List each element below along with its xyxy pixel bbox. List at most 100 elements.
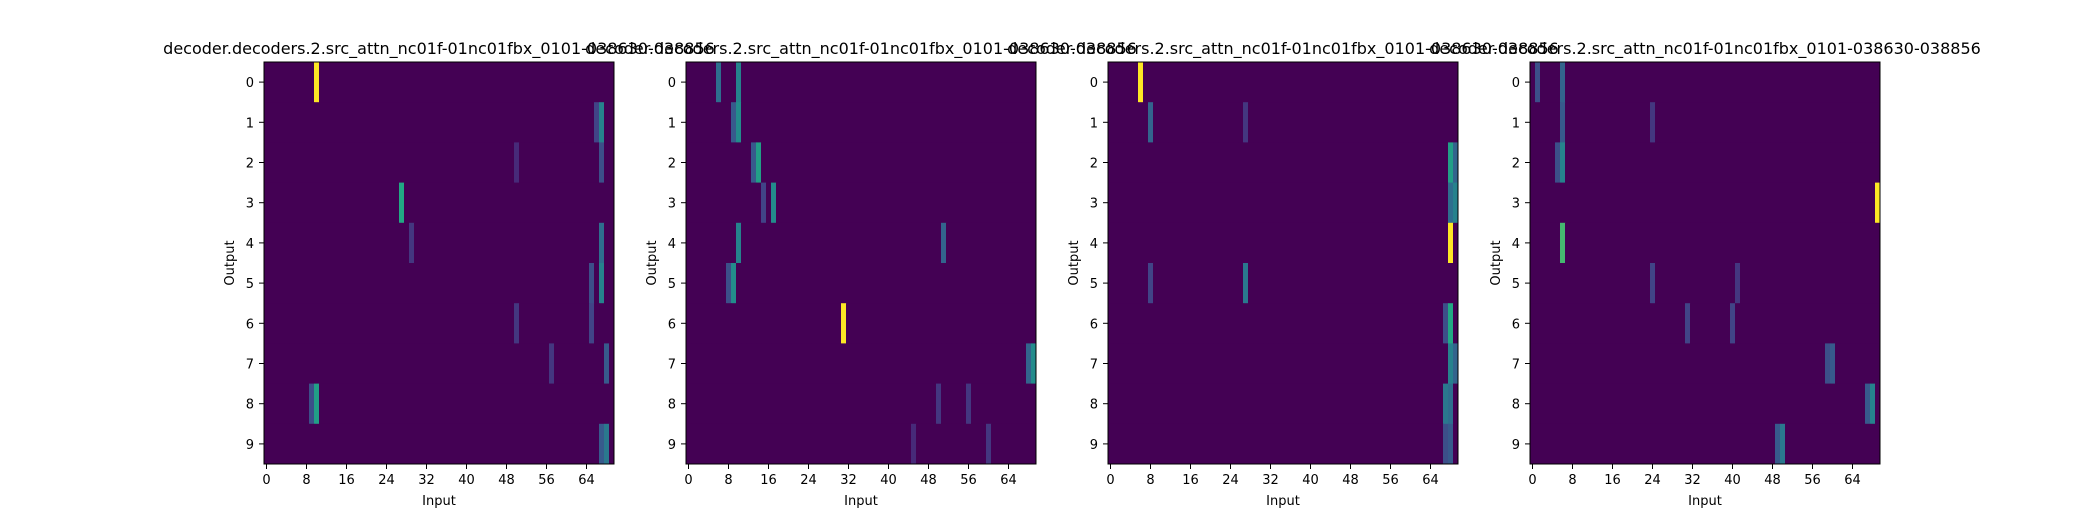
heatmap-cell: [721, 383, 727, 425]
heatmap-cell: [1448, 303, 1454, 344]
heatmap-cell: [821, 263, 827, 304]
heatmap-cell: [1855, 263, 1861, 304]
heatmap-cell: [434, 383, 440, 425]
heatmap-cell: [419, 383, 425, 425]
heatmap-cell: [781, 343, 787, 384]
heatmap-cell: [549, 142, 555, 183]
heatmap-cell: [489, 62, 495, 103]
heatmap-cell: [726, 142, 732, 183]
heatmap-cell: [469, 423, 475, 465]
heatmap-cell: [1238, 303, 1244, 344]
heatmap-cell: [1378, 102, 1384, 143]
heatmap-cell: [1790, 303, 1796, 344]
heatmap-cell: [1635, 303, 1641, 344]
heatmap-cell: [414, 423, 420, 465]
heatmap-cell: [876, 222, 882, 264]
heatmap-cell: [1810, 222, 1816, 264]
heatmap-cell: [876, 423, 882, 465]
heatmap-cell: [796, 222, 802, 264]
heatmap-cell: [1248, 263, 1254, 304]
heatmap-cell: [1383, 423, 1389, 465]
heatmap-cell: [1685, 102, 1691, 143]
heatmap-cell: [791, 102, 797, 143]
heatmap-cell: [299, 343, 305, 384]
heatmap-cell: [756, 222, 762, 264]
heatmap-cell: [279, 263, 285, 304]
heatmap-cell: [594, 62, 600, 103]
y-tick-label: 2: [668, 157, 676, 172]
heatmap-cell: [926, 62, 932, 103]
heatmap-cell: [1600, 142, 1606, 183]
heatmap-cell: [1016, 102, 1022, 143]
heatmap-cell: [786, 343, 792, 384]
heatmap-cell: [686, 222, 692, 264]
heatmap-cell: [1850, 343, 1856, 384]
heatmap-cell: [1148, 142, 1154, 183]
heatmap-cell: [1016, 423, 1022, 465]
heatmap-cell: [379, 102, 385, 143]
heatmap-cell: [796, 142, 802, 183]
heatmap-cell: [1158, 423, 1164, 465]
heatmap-cell: [559, 102, 565, 143]
heatmap-cell: [1021, 62, 1027, 103]
heatmap-cell: [1021, 343, 1027, 384]
heatmap-cell: [364, 343, 370, 384]
heatmap-cell: [741, 222, 747, 264]
heatmap-cell: [1128, 303, 1134, 344]
heatmap-cell: [761, 102, 767, 143]
heatmap-cell: [1745, 62, 1751, 103]
heatmap-cell: [706, 423, 712, 465]
heatmap-cell: [721, 303, 727, 344]
heatmap-cell: [1610, 182, 1616, 224]
heatmap-cell: [991, 343, 997, 384]
heatmap-cell: [269, 303, 275, 344]
heatmap-cell: [1610, 142, 1616, 183]
heatmap-cell: [1026, 383, 1032, 425]
heatmap-cell: [826, 102, 832, 143]
heatmap-cell: [1655, 263, 1661, 304]
heatmap-cell: [539, 343, 545, 384]
heatmap-cell: [1438, 62, 1444, 103]
heatmap-cell: [736, 423, 742, 465]
heatmap-cell: [1016, 142, 1022, 183]
heatmap-cell: [1785, 222, 1791, 264]
heatmap-cell: [459, 222, 465, 264]
heatmap-cell: [1585, 343, 1591, 384]
heatmap-cell: [1333, 423, 1339, 465]
heatmap-cell: [609, 383, 615, 425]
heatmap-cell: [544, 343, 550, 384]
heatmap-cell: [791, 343, 797, 384]
heatmap-cell: [609, 303, 615, 344]
heatmap-cell: [831, 62, 837, 103]
heatmap-cell: [569, 383, 575, 425]
heatmap-cell: [1193, 263, 1199, 304]
heatmap-cell: [856, 343, 862, 384]
heatmap-cell: [549, 263, 555, 304]
heatmap-cell: [1775, 263, 1781, 304]
heatmap-cell: [1308, 423, 1314, 465]
heatmap-cell: [1800, 303, 1806, 344]
heatmap-cell: [1650, 303, 1656, 344]
heatmap-cell: [1233, 222, 1239, 264]
heatmap-cell: [1575, 383, 1581, 425]
heatmap-cell: [1243, 343, 1249, 384]
heatmap-cell: [474, 423, 480, 465]
heatmap-cell: [554, 423, 560, 465]
heatmap-cell: [1148, 383, 1154, 425]
heatmap-cell: [996, 263, 1002, 304]
heatmap-cell: [1273, 383, 1279, 425]
heatmap-cell: [1665, 142, 1671, 183]
heatmap-cell: [374, 423, 380, 465]
heatmap-cell: [1358, 142, 1364, 183]
heatmap-cell: [544, 102, 550, 143]
heatmap-cell: [916, 102, 922, 143]
heatmap-cell: [1328, 423, 1334, 465]
heatmap-cell: [534, 303, 540, 344]
heatmap-cell: [1383, 102, 1389, 143]
heatmap-cell: [1820, 62, 1826, 103]
heatmap-cell: [1118, 343, 1124, 384]
heatmap-cell: [1133, 263, 1139, 304]
heatmap-cell: [309, 303, 315, 344]
